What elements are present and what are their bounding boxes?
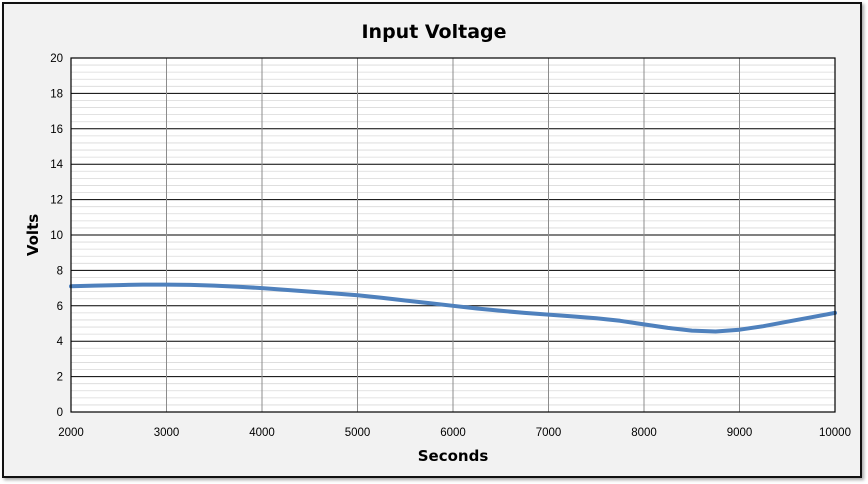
x-tick-labels: 2000 3000 4000 5000 6000 7000 8000 9000 10000	[58, 427, 851, 439]
x-tick-label: 7000	[536, 427, 562, 439]
y-tick-label: 10	[50, 230, 63, 242]
x-tick-label: 4000	[249, 427, 275, 439]
y-tick-label: 14	[50, 159, 63, 171]
y-tick-label: 20	[50, 53, 63, 65]
y-tick-label: 16	[50, 124, 63, 136]
y-tick-label: 2	[57, 372, 63, 384]
x-tick-label: 5000	[345, 427, 371, 439]
x-axis-title: Seconds	[418, 447, 489, 465]
y-tick-label: 18	[50, 88, 63, 100]
y-tick-label: 12	[50, 195, 63, 207]
x-tick-label: 3000	[154, 427, 180, 439]
y-tick-label: 0	[57, 407, 63, 419]
x-tick-label: 8000	[631, 427, 657, 439]
chart-svg: Input Voltage 0 2 4 6 8 10 12 14 16 18 20 2000 3000…	[24, 21, 851, 465]
plot-border	[70, 57, 836, 413]
y-tick-label: 6	[57, 301, 63, 313]
chart-title: Input Voltage	[361, 21, 506, 43]
series-line	[69, 282, 837, 334]
series-layer	[69, 282, 837, 334]
y-tick-labels: 0 2 4 6 8 10 12 14 16 18 20	[50, 53, 63, 419]
y-tick-label: 8	[57, 265, 63, 277]
x-tick-label: 9000	[727, 427, 753, 439]
major-grid	[71, 58, 835, 412]
x-tick-label: 2000	[58, 427, 84, 439]
y-axis-title: Volts	[24, 214, 42, 256]
y-tick-label: 4	[57, 336, 64, 348]
chart-frame: Input Voltage 0 2 4 6 8 10 12 14 16 18 20 2000 3000…	[2, 2, 862, 478]
x-tick-label: 6000	[440, 427, 466, 439]
x-tick-label: 10000	[819, 427, 851, 439]
